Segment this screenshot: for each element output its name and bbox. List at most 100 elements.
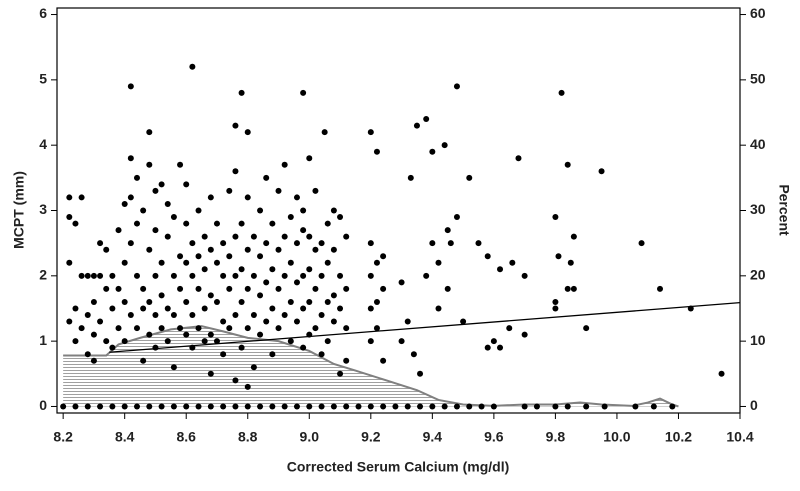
point bbox=[164, 200, 171, 207]
point bbox=[373, 259, 380, 266]
point bbox=[570, 285, 577, 292]
point bbox=[170, 312, 177, 319]
x-tick-label: 10.4 bbox=[726, 429, 753, 445]
point bbox=[164, 338, 171, 345]
point bbox=[638, 240, 645, 247]
point bbox=[293, 318, 300, 325]
point bbox=[423, 116, 430, 123]
point bbox=[121, 259, 128, 266]
x-tick-label: 10.2 bbox=[665, 429, 692, 445]
point bbox=[657, 285, 664, 292]
point bbox=[78, 194, 85, 201]
point bbox=[343, 403, 350, 410]
point bbox=[484, 253, 491, 260]
point bbox=[287, 338, 294, 345]
point bbox=[484, 344, 491, 351]
point bbox=[109, 344, 116, 351]
point bbox=[121, 403, 128, 410]
point bbox=[232, 122, 239, 129]
point bbox=[521, 403, 528, 410]
point bbox=[441, 142, 448, 149]
point bbox=[127, 194, 134, 201]
point bbox=[183, 259, 190, 266]
point bbox=[423, 272, 430, 279]
point bbox=[281, 233, 288, 240]
point bbox=[140, 357, 147, 364]
point bbox=[598, 168, 605, 175]
point bbox=[183, 331, 190, 338]
point bbox=[177, 285, 184, 292]
point bbox=[78, 272, 85, 279]
point bbox=[300, 344, 307, 351]
point bbox=[140, 285, 147, 292]
point bbox=[269, 351, 276, 358]
point bbox=[133, 272, 140, 279]
point bbox=[244, 383, 251, 390]
x-tick-label: 9.2 bbox=[361, 429, 381, 445]
point bbox=[183, 220, 190, 227]
point bbox=[152, 187, 159, 194]
point bbox=[367, 305, 374, 312]
point bbox=[170, 364, 177, 371]
point bbox=[60, 403, 67, 410]
point bbox=[269, 266, 276, 273]
point bbox=[257, 292, 264, 299]
point bbox=[66, 259, 73, 266]
point bbox=[318, 240, 325, 247]
point bbox=[109, 272, 116, 279]
point bbox=[84, 272, 91, 279]
point bbox=[195, 325, 202, 332]
point bbox=[417, 403, 424, 410]
point bbox=[97, 272, 104, 279]
point bbox=[718, 370, 725, 377]
y-axis-title: MCPT (mm) bbox=[11, 171, 27, 249]
point bbox=[343, 285, 350, 292]
point bbox=[220, 318, 227, 325]
point bbox=[158, 181, 165, 188]
point bbox=[201, 266, 208, 273]
point bbox=[133, 174, 140, 181]
point bbox=[232, 377, 239, 384]
point bbox=[312, 246, 319, 253]
point bbox=[300, 305, 307, 312]
point bbox=[330, 207, 337, 214]
point bbox=[367, 338, 374, 345]
x-axis-title: Corrected Serum Calcium (mg/dl) bbox=[287, 459, 510, 475]
point bbox=[207, 331, 214, 338]
point bbox=[226, 325, 233, 332]
point bbox=[66, 214, 73, 221]
x-tick-label: 8.4 bbox=[115, 429, 135, 445]
point bbox=[324, 298, 331, 305]
point bbox=[146, 403, 153, 410]
point bbox=[158, 292, 165, 299]
point bbox=[250, 233, 257, 240]
point bbox=[367, 403, 374, 410]
point bbox=[226, 285, 233, 292]
point bbox=[444, 227, 451, 234]
point bbox=[127, 312, 134, 319]
point bbox=[244, 325, 251, 332]
point bbox=[355, 403, 362, 410]
point bbox=[207, 194, 214, 201]
point bbox=[207, 246, 214, 253]
y-tick-label: 4 bbox=[39, 136, 47, 152]
point bbox=[232, 168, 239, 175]
point bbox=[220, 240, 227, 247]
y-tick-label: 0 bbox=[39, 397, 47, 413]
point bbox=[72, 305, 79, 312]
point bbox=[583, 403, 590, 410]
point bbox=[170, 272, 177, 279]
point bbox=[146, 246, 153, 253]
point bbox=[220, 351, 227, 358]
point bbox=[275, 325, 282, 332]
point bbox=[312, 187, 319, 194]
point bbox=[453, 214, 460, 221]
point bbox=[509, 259, 516, 266]
point bbox=[232, 233, 239, 240]
point bbox=[367, 129, 374, 136]
point bbox=[337, 214, 344, 221]
point bbox=[601, 403, 608, 410]
point bbox=[429, 403, 436, 410]
y2-tick-label: 20 bbox=[750, 267, 766, 283]
